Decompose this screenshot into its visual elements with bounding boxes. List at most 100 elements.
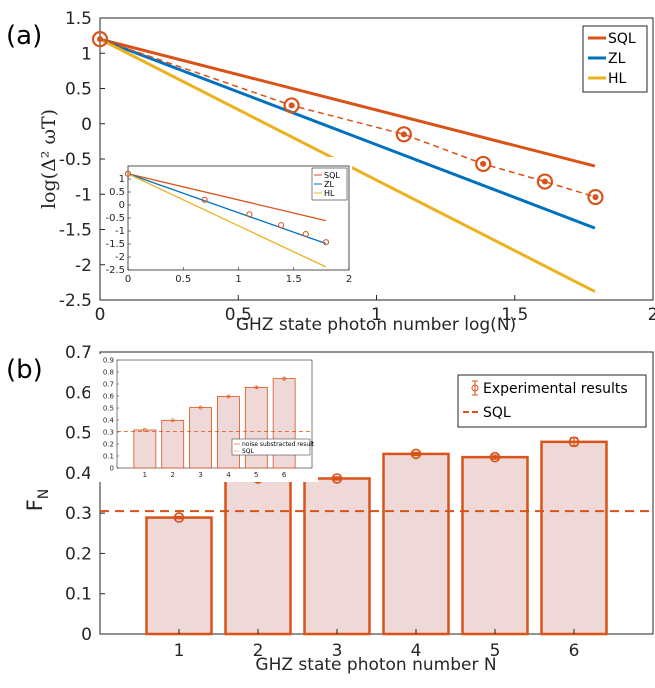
panel-b-plot-area: 0 0.1 0.2 0.3 0.4 0.5 0.6 0.7 1 2 3 4 5 6 <box>65 343 654 661</box>
panel-b-y-ticks: 0 0.1 0.2 0.3 0.4 0.5 0.6 0.7 <box>65 343 105 645</box>
panel-b-x-tick-label: 6 <box>569 641 580 661</box>
inset-a-line-hl <box>127 173 327 268</box>
panel-a-label: (a) <box>6 21 42 51</box>
inset-b-bar <box>133 429 157 469</box>
panel-b-bar <box>540 440 608 636</box>
panel-a-y-tick-label: -2 <box>75 256 92 276</box>
panel-b-data-point <box>410 448 422 460</box>
panel-a-experimental-point <box>536 173 553 190</box>
inset-a-line-sql <box>127 173 326 222</box>
panel-b-bar <box>145 516 213 636</box>
panel-b-y-tick-label: 0.7 <box>65 343 92 363</box>
panel-b-bar <box>461 455 529 636</box>
panel-a-x-ticks: 0 0.5 1 1.5 2 <box>95 295 655 325</box>
panel-a-experimental-point-core <box>592 194 599 201</box>
inset-a-experimental-point <box>302 231 309 238</box>
panel-b-data-point <box>331 473 343 484</box>
legend-label-sql: SQL <box>608 31 636 47</box>
panel-a-xlabel: GHZ state photon number log(N) <box>236 315 516 335</box>
inset-b-y-tick-label: 0.7 <box>103 381 114 389</box>
panel-b-y-tick-label: 0.5 <box>65 424 92 444</box>
inset-a-y-tick-label: 0.5 <box>109 187 125 198</box>
panel-a-y-tick-label: 0.5 <box>65 80 92 100</box>
legend-label-sql-b: SQL <box>483 405 511 421</box>
inset-a-experimental-point <box>201 196 208 203</box>
inset-a-y-tick-label: -1 <box>115 226 125 237</box>
svg-text:FN: FN <box>23 489 52 512</box>
panel-a-experimental-point <box>283 97 300 114</box>
inset-a-x-tick-label: 0.5 <box>175 274 191 285</box>
panel-a-y-tick-label: 0 <box>81 115 92 135</box>
inset-a-y-tick-label: -2.5 <box>105 265 125 276</box>
inset-a-x-tick-label: 2 <box>346 274 352 285</box>
inset-b-y-tick-label: 0.3 <box>103 429 114 437</box>
panel-b: (b) 0 0.1 0.2 0.3 0.4 0.5 0.6 0.7 1 2 3 4 5 6 GHZ st… <box>6 343 654 675</box>
inset-b-y-tick-label: 0.1 <box>103 453 114 461</box>
inset-a-x-tick-label: 1 <box>235 274 241 285</box>
panel-a-y-tick-label: -1 <box>75 185 92 205</box>
inset-b-data-point <box>226 394 231 399</box>
inset-b-y-tick-label: 0.2 <box>103 441 114 449</box>
legend-label-experimental: Experimental results <box>483 381 628 397</box>
panel-a-experimental <box>91 31 604 206</box>
panel-b-data-point <box>489 451 501 463</box>
panel-a-x-tick-label: 1.5 <box>501 305 528 325</box>
panel-a-experimental-point-core <box>541 178 548 185</box>
inset-legend-label-zl: ZL <box>324 180 334 189</box>
inset-b-y-ticks: 0 0.1 0.2 0.3 0.4 0.5 0.6 0.7 0.8 0.9 <box>103 357 119 473</box>
inset-b-x-tick-label: 1 <box>143 471 147 479</box>
inset-b-y-tick-label: 0.5 <box>103 405 114 413</box>
panel-b-legend-box <box>457 374 647 428</box>
inset-a-y-tick-label: -0.5 <box>105 213 125 224</box>
panel-b-y-tick-label: 0.1 <box>65 585 92 605</box>
inset-a-x-ticks: 0 0.5 1 1.5 2 <box>125 267 352 285</box>
inset-b-x-ticks: 1 2 3 4 5 6 <box>143 471 287 479</box>
inset-b-legend-label-noise: noise substracted result <box>242 441 315 448</box>
panel-b-label: (b) <box>6 355 43 385</box>
inset-a-y-tick-label: 0 <box>119 200 125 211</box>
panel-b-legend: Experimental results SQL <box>457 374 647 428</box>
inset-b-data-point <box>142 428 147 432</box>
inset-b-legend-label-sql: SQL <box>242 448 255 455</box>
panel-a-experimental-point-core <box>97 36 103 43</box>
inset-b-x-tick-label: 2 <box>170 471 174 479</box>
inset-a-line-zl <box>127 173 327 245</box>
inset-b-x-tick-label: 3 <box>198 471 202 479</box>
inset-b-y-tick-label: 0.6 <box>103 393 115 401</box>
inset-b-x-tick-label: 6 <box>282 471 287 479</box>
inset-a-experimental-point <box>278 222 285 229</box>
panel-a-line-zl <box>99 37 596 230</box>
panel-a-y-tick-label: -2.5 <box>59 291 92 311</box>
panel-b-axes-box <box>99 351 654 635</box>
inset-b-bar <box>161 419 185 469</box>
panel-b-x-ticks: 1 2 3 4 5 6 <box>174 629 580 661</box>
inset-b-y-tick-label: 0 <box>110 465 114 473</box>
inset-b-legend: noise substracted result SQL <box>231 438 315 456</box>
inset-b-legend-box <box>231 438 311 456</box>
inset-a-series <box>127 173 327 268</box>
panel-b-data-point <box>568 436 580 448</box>
inset-b-data-point <box>170 418 175 423</box>
panel-a-plot-area: 0 0.5 1 1.5 2 -2.5 -2 -1.5 -1 -0.5 0 0.5 1 1.5 <box>59 9 655 325</box>
inset-b-x-tick-label: 5 <box>254 471 258 479</box>
inset-a-experimental-point <box>322 239 330 246</box>
inset-b-y-tick-label: 0.8 <box>103 369 114 377</box>
panel-b-ylabel-main: F <box>23 499 47 511</box>
panel-b-bar <box>382 452 450 636</box>
panel-a-experimental-point <box>395 126 412 143</box>
panel-b-ylabel: FN <box>23 489 52 512</box>
inset-b-y-tick-label: 0.9 <box>103 357 114 365</box>
panel-a-ylabel: log(Δ² ωT) <box>38 109 60 209</box>
inset-b-axes-box <box>116 359 313 469</box>
inset-a-experimental <box>124 170 330 246</box>
panel-a-x-tick-label: 2 <box>648 305 655 325</box>
panel-a-experimental-point-core <box>480 160 487 167</box>
inset-a-x-tick-label: 0 <box>125 274 131 285</box>
panel-a-y-tick-label: 1 <box>81 44 92 64</box>
panel-a-experimental-point-core <box>400 131 407 138</box>
panel-a-y-tick-label: -1.5 <box>59 221 92 241</box>
inset-b-bar <box>244 386 268 469</box>
panel-a-x-tick-label: 0 <box>95 305 106 325</box>
panel-a-legend: SQL ZL HL <box>582 25 648 93</box>
